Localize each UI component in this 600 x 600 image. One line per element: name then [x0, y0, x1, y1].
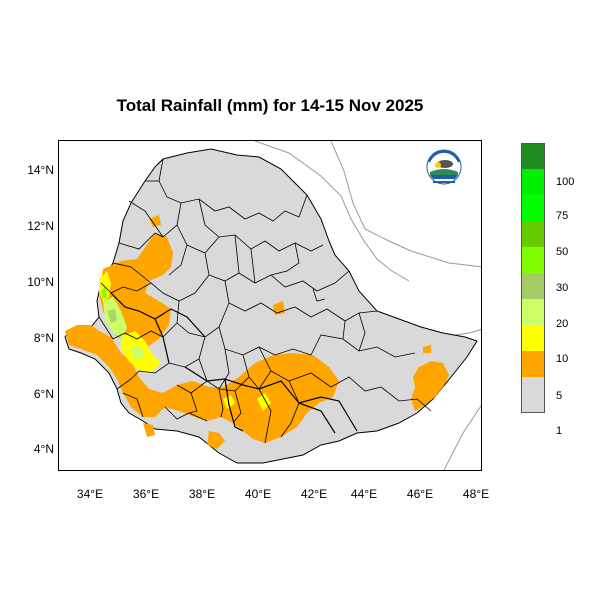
- color-legend: [521, 143, 545, 413]
- legend-swatch: [521, 273, 545, 299]
- legend-label: 10: [556, 353, 569, 365]
- x-tick-label: 48°E: [462, 487, 490, 501]
- legend-swatch: [521, 377, 545, 413]
- y-tick-label: 12°N: [27, 219, 54, 233]
- legend-swatch: [521, 195, 545, 221]
- legend-label: 30: [556, 282, 569, 294]
- legend-label: 5: [556, 390, 563, 402]
- x-tick-label: 44°E: [350, 487, 378, 501]
- coastline-yemen: [330, 141, 481, 268]
- coastline-red-sea: [254, 141, 410, 282]
- map-svg: [64, 141, 481, 470]
- legend-swatch: [521, 143, 545, 169]
- map-title: Total Rainfall (mm) for 14-15 Nov 2025: [116, 96, 424, 115]
- y-tick-label: 8°N: [33, 331, 54, 345]
- y-tick-label: 4°N: [33, 442, 54, 456]
- ethiopia-land: [64, 148, 478, 464]
- rainfall-map: [58, 140, 482, 471]
- legend-swatch: [521, 247, 545, 273]
- legend-label: 20: [556, 318, 569, 330]
- rainfall-class-20-30: [107, 309, 117, 323]
- legend-label: 50: [556, 246, 569, 258]
- legend-label: 75: [556, 210, 569, 222]
- ethiopian-meteorology-institute-logo-icon: [421, 148, 467, 188]
- legend-swatch: [521, 169, 545, 195]
- x-tick-label: 38°E: [188, 487, 216, 501]
- x-tick-label: 34°E: [76, 487, 104, 501]
- legend-swatch: [521, 325, 545, 351]
- y-tick-label: 6°N: [33, 387, 54, 401]
- coastline-indian-ocean: [443, 405, 481, 470]
- regional-boundaries: [110, 292, 358, 434]
- admin-boundaries: [98, 158, 432, 444]
- y-tick-label: 10°N: [27, 275, 54, 289]
- x-tick-label: 36°E: [132, 487, 160, 501]
- x-tick-label: 42°E: [300, 487, 328, 501]
- legend-label: 1: [556, 425, 563, 437]
- legend-swatch: [521, 299, 545, 325]
- x-tick-label: 46°E: [406, 487, 434, 501]
- y-tick-label: 14°N: [27, 163, 54, 177]
- rainfall-class-30-50: [101, 287, 107, 299]
- legend-swatch: [521, 221, 545, 247]
- x-tick-label: 40°E: [244, 487, 272, 501]
- legend-label: 100: [556, 176, 575, 188]
- legend-swatch: [521, 351, 545, 377]
